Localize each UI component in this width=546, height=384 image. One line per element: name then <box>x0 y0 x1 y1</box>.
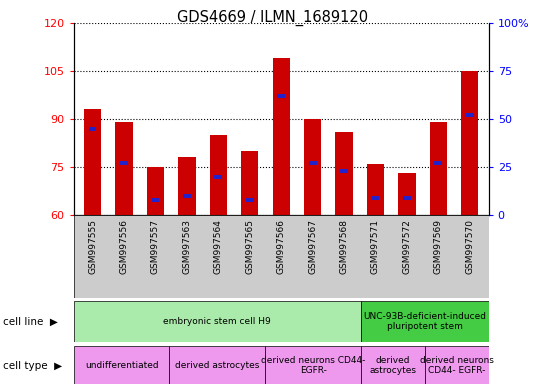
Bar <box>372 196 379 200</box>
Bar <box>88 127 97 131</box>
Text: GSM997569: GSM997569 <box>434 219 443 274</box>
Text: GSM997567: GSM997567 <box>308 219 317 274</box>
Bar <box>340 169 348 173</box>
Bar <box>461 71 478 215</box>
Text: cell line  ▶: cell line ▶ <box>3 316 58 327</box>
Bar <box>178 157 195 215</box>
Bar <box>74 346 169 384</box>
Text: GSM997564: GSM997564 <box>214 219 223 274</box>
Text: GSM997555: GSM997555 <box>88 219 97 274</box>
Bar <box>74 215 489 298</box>
Bar <box>398 174 416 215</box>
Bar <box>215 175 222 179</box>
Text: GSM997563: GSM997563 <box>182 219 192 274</box>
Text: derived astrocytes: derived astrocytes <box>175 361 259 370</box>
Text: UNC-93B-deficient-induced
pluripotent stem: UNC-93B-deficient-induced pluripotent st… <box>363 312 486 331</box>
Bar <box>308 161 317 165</box>
Text: undifferentiated: undifferentiated <box>85 361 158 370</box>
Text: derived neurons
CD44- EGFR-: derived neurons CD44- EGFR- <box>420 356 494 376</box>
Bar <box>425 346 489 384</box>
Bar <box>115 122 133 215</box>
Text: GSM997568: GSM997568 <box>340 219 348 274</box>
Text: GSM997565: GSM997565 <box>245 219 254 274</box>
Bar <box>361 346 425 384</box>
Text: derived neurons CD44-
EGFR-: derived neurons CD44- EGFR- <box>261 356 365 376</box>
Bar <box>120 161 128 165</box>
Bar <box>435 161 442 165</box>
Bar <box>265 346 361 384</box>
Bar <box>169 346 265 384</box>
Bar <box>84 109 101 215</box>
Bar <box>361 301 489 342</box>
Text: GDS4669 / ILMN_1689120: GDS4669 / ILMN_1689120 <box>177 10 369 26</box>
Bar <box>277 94 285 98</box>
Text: GSM997556: GSM997556 <box>120 219 128 274</box>
Bar <box>246 198 254 202</box>
Bar <box>152 198 159 202</box>
Bar <box>335 132 353 215</box>
Bar <box>430 122 447 215</box>
Text: GSM997570: GSM997570 <box>465 219 474 274</box>
Text: embryonic stem cell H9: embryonic stem cell H9 <box>163 317 271 326</box>
Text: GSM997571: GSM997571 <box>371 219 380 274</box>
Text: GSM997566: GSM997566 <box>277 219 286 274</box>
Bar <box>466 113 474 117</box>
Bar <box>210 135 227 215</box>
Text: GSM997557: GSM997557 <box>151 219 160 274</box>
Bar <box>304 119 321 215</box>
Bar <box>367 164 384 215</box>
Bar <box>147 167 164 215</box>
Text: GSM997572: GSM997572 <box>402 219 412 274</box>
Bar <box>183 194 191 198</box>
Bar <box>403 196 411 200</box>
Bar <box>241 151 258 215</box>
Text: cell type  ▶: cell type ▶ <box>3 361 62 371</box>
Bar <box>272 58 290 215</box>
Text: derived
astrocytes: derived astrocytes <box>370 356 417 376</box>
Bar <box>74 301 361 342</box>
